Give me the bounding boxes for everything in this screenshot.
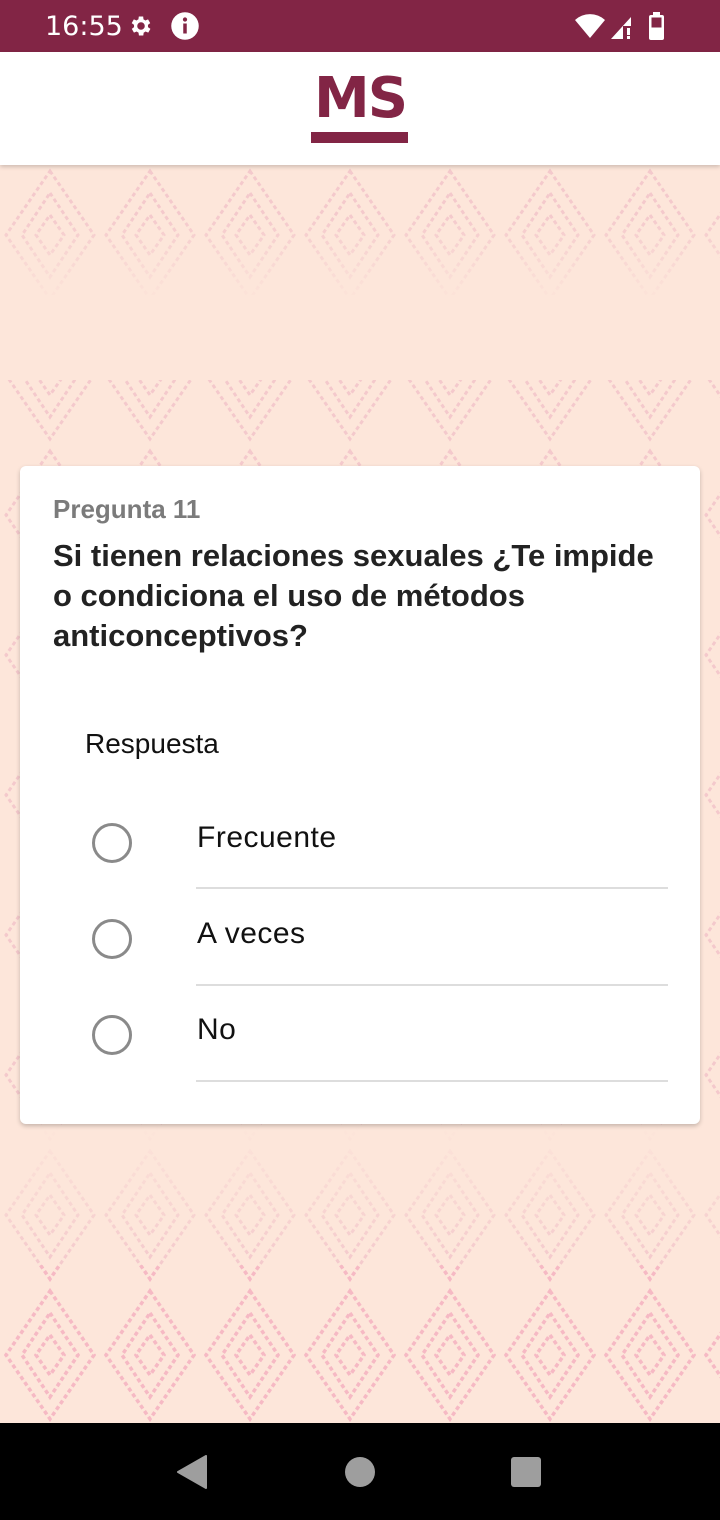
wifi-icon (574, 13, 606, 39)
logo-text: MS (310, 66, 410, 131)
question-number: Pregunta 11 (53, 494, 200, 525)
option-label: Frecuente (197, 821, 337, 855)
question-text: Si tienen relaciones sexuales ¿Te impide… (53, 536, 663, 656)
option-divider (196, 1080, 668, 1082)
radio-button[interactable] (92, 919, 132, 959)
status-bar: 16:55 (0, 0, 720, 52)
option-label: No (197, 1013, 236, 1047)
answer-label: Respuesta (85, 728, 219, 760)
option-no[interactable]: No (20, 984, 700, 1080)
logo-underline (311, 132, 408, 143)
radio-button[interactable] (92, 823, 132, 863)
recents-icon[interactable] (511, 1457, 541, 1487)
option-a-veces[interactable]: A veces (20, 888, 700, 984)
option-label: A veces (197, 917, 306, 951)
info-icon (170, 11, 200, 41)
question-card: Pregunta 11 Si tienen relaciones sexuale… (20, 466, 700, 1124)
back-icon[interactable] (176, 1455, 208, 1489)
status-time: 16:55 (45, 11, 123, 42)
app-header: MS (0, 52, 720, 165)
home-icon[interactable] (345, 1457, 375, 1487)
logo: MS (310, 74, 410, 146)
battery-icon (648, 12, 665, 40)
signal-icon (610, 14, 636, 40)
radio-button[interactable] (92, 1015, 132, 1055)
navigation-bar (0, 1423, 720, 1520)
gear-icon (128, 13, 154, 39)
option-frecuente[interactable]: Frecuente (20, 792, 700, 888)
